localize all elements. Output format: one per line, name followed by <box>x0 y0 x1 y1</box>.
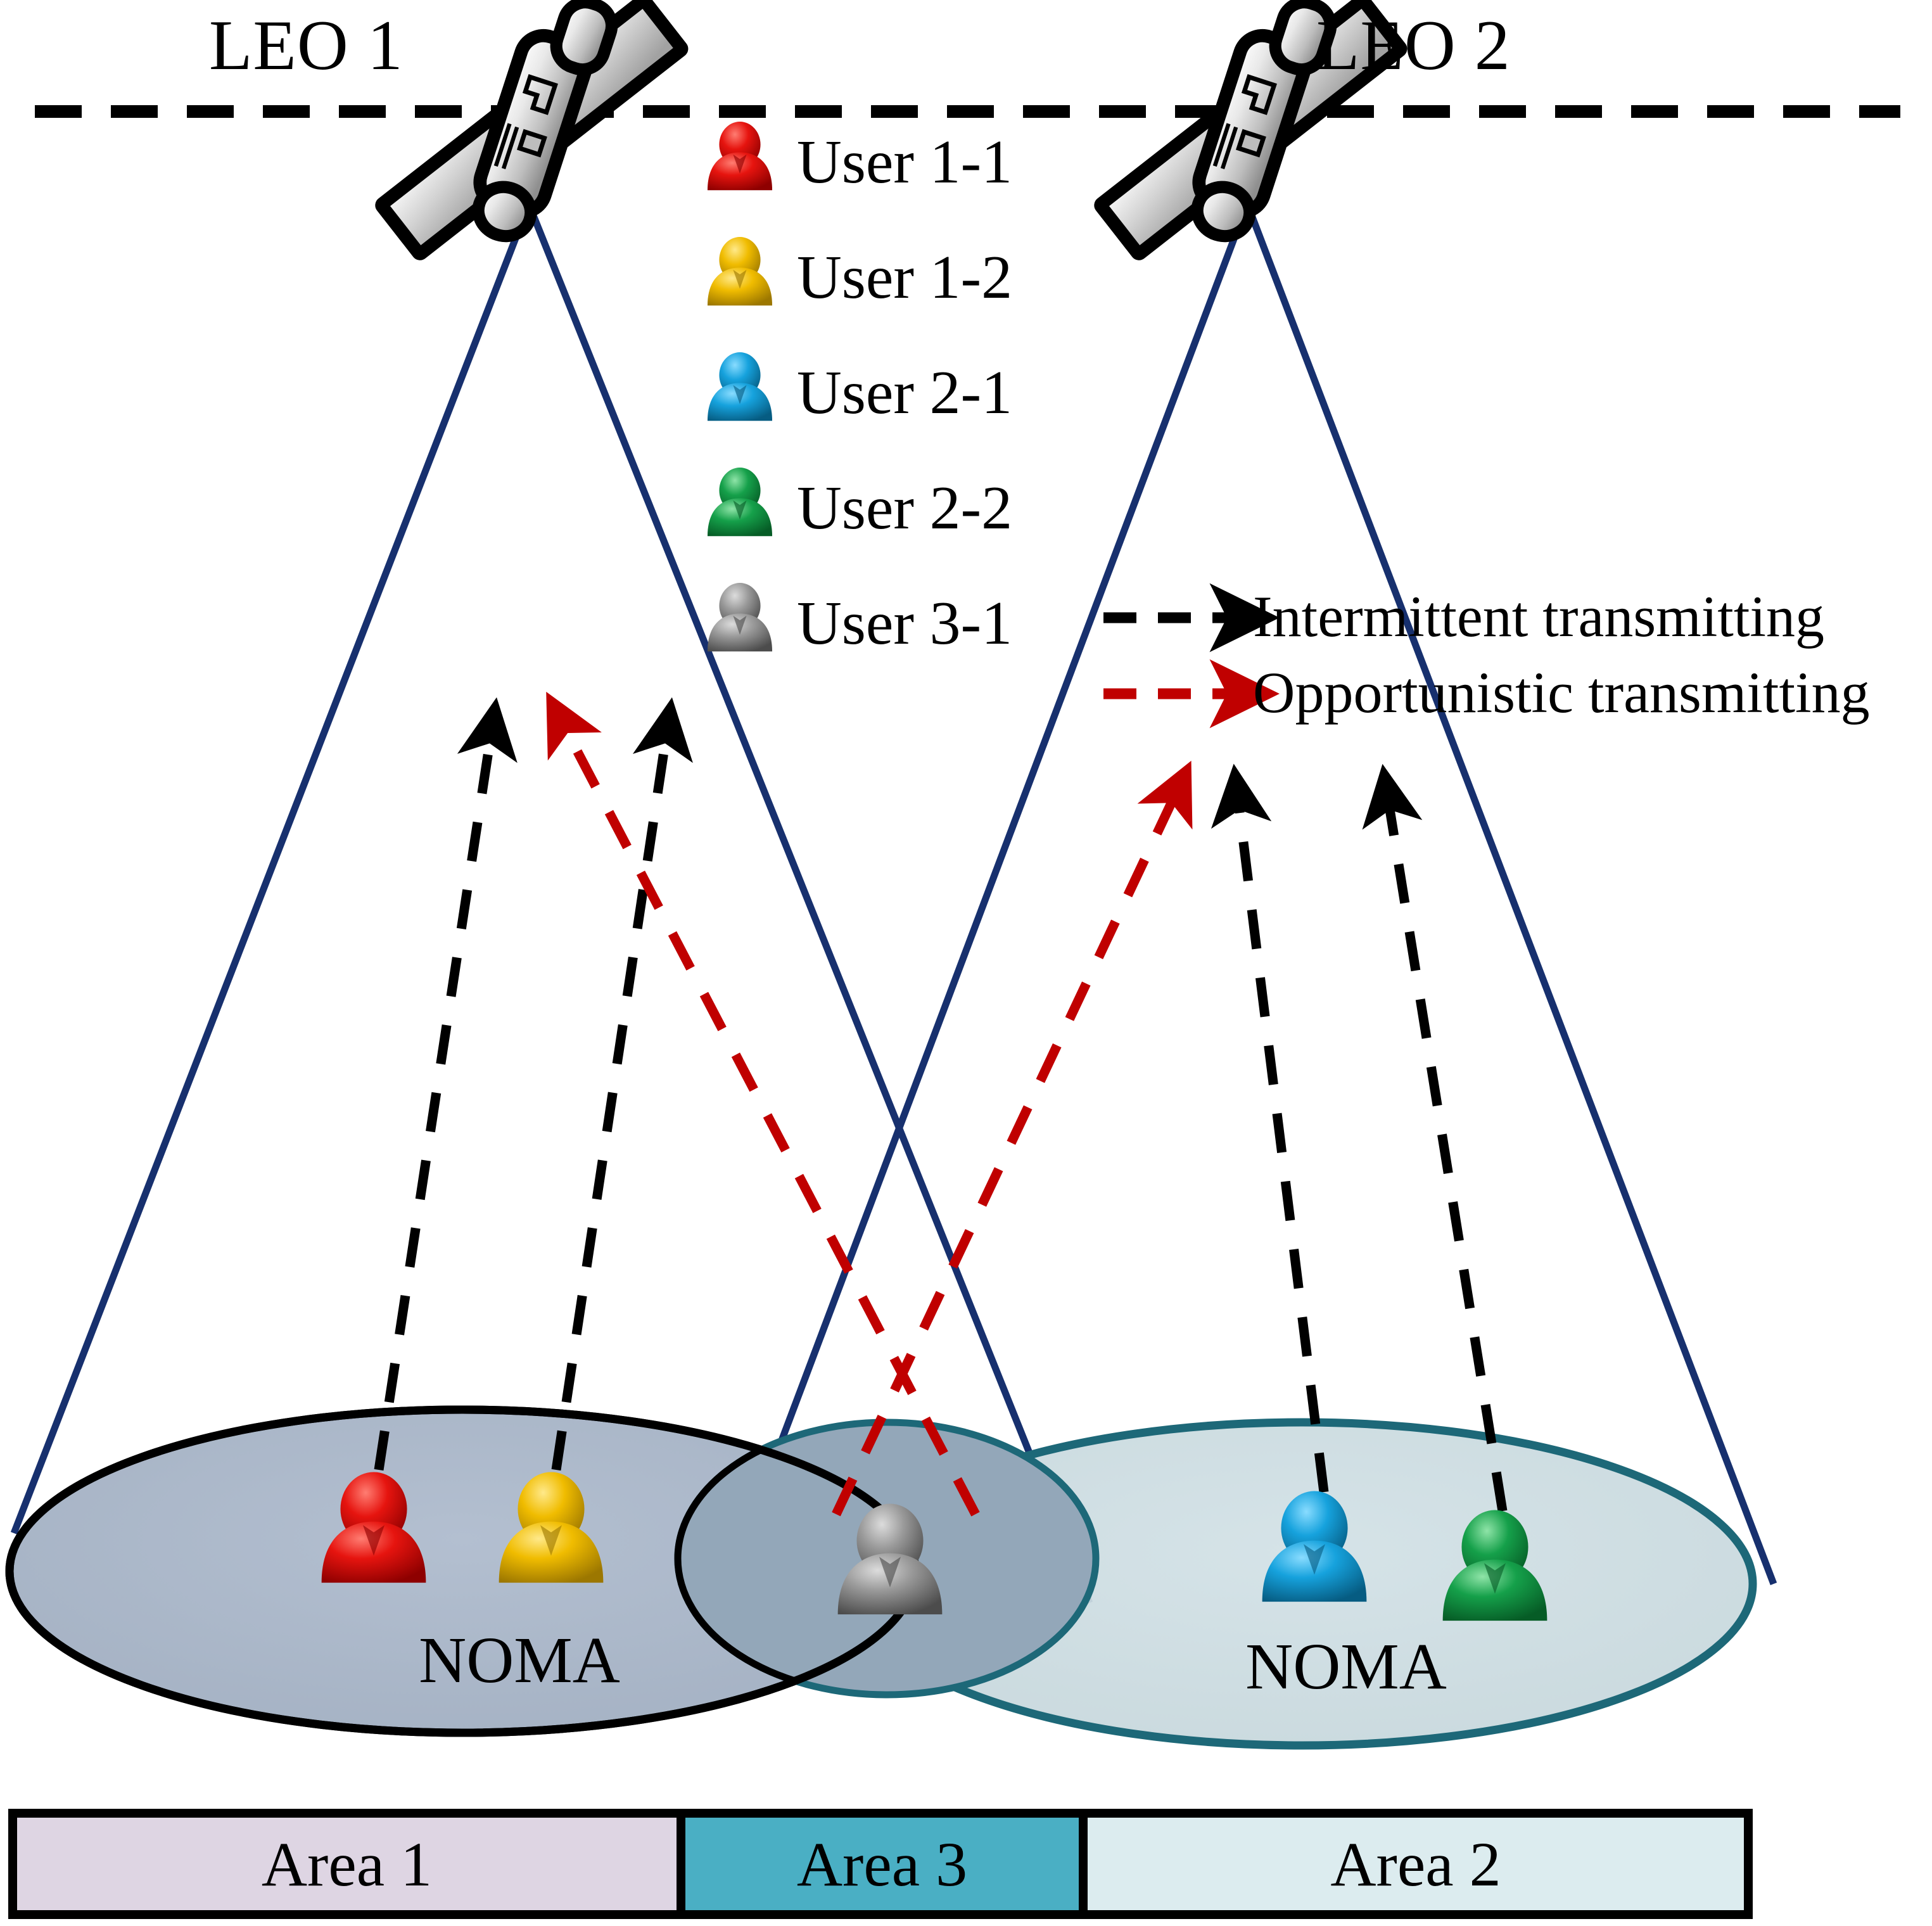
area-label-1: Area 1 <box>261 1828 433 1899</box>
legend-user-label-3-1: User 3-1 <box>797 589 1013 658</box>
legend-user-label-1-1: User 1-1 <box>797 128 1013 196</box>
area-label-3: Area 3 <box>796 1828 968 1899</box>
beam-cone-leo1 <box>10 214 1093 1605</box>
link-user3-1-to-leo1 <box>546 691 980 1517</box>
link-user1-2-to-leo1 <box>551 697 693 1471</box>
satellite-leo1 <box>381 0 682 255</box>
ground-user-3-1 <box>837 1503 943 1615</box>
ground-user-1-1 <box>321 1472 426 1583</box>
area-bar <box>8 1809 1753 1919</box>
legend-user-icon-3-1 <box>707 583 773 652</box>
area-cell-1[interactable] <box>8 1809 685 1919</box>
legend-user-icon-1-1 <box>707 122 773 191</box>
ground-user-1-2 <box>499 1472 604 1583</box>
area-label-3-wrap: Area 3 <box>681 1813 1083 1915</box>
legend-user-icon-2-2 <box>707 468 773 537</box>
beam-cone-leo2 <box>731 214 1777 1585</box>
legend-user-label-2-1: User 2-1 <box>797 359 1013 427</box>
area-label-2: Area 2 <box>1330 1828 1501 1899</box>
legend-link-label-intermittent: Intermittent transmitting <box>1253 584 1824 649</box>
legend-user-icon-1-2 <box>707 237 773 306</box>
noma-label-cell1: NOMA <box>419 1624 620 1697</box>
legend-user-label-1-2: User 1-2 <box>797 243 1013 312</box>
noma-label-cell2: NOMA <box>1245 1630 1447 1703</box>
ground-user-2-1 <box>1262 1491 1367 1602</box>
link-user1-1-to-leo1 <box>374 697 518 1471</box>
area-label-1-wrap: Area 1 <box>13 1813 681 1915</box>
area-cell-2[interactable] <box>1079 1809 1753 1919</box>
leo2-label: LEO 2 <box>1316 6 1511 85</box>
legend-link-label-opportunistic: Opportunistic transmitting <box>1253 660 1870 725</box>
area-cell-3[interactable] <box>677 1809 1088 1919</box>
legend-user-label-2-2: User 2-2 <box>797 474 1013 542</box>
leo1-label: LEO 1 <box>209 6 404 85</box>
ground-user-2-2 <box>1442 1510 1548 1621</box>
link-user2-1-to-leo2 <box>1211 763 1329 1493</box>
legend-user-icon-2-1 <box>707 352 773 421</box>
area-label-2-wrap: Area 2 <box>1083 1813 1748 1915</box>
link-user2-2-to-leo2 <box>1362 763 1508 1512</box>
